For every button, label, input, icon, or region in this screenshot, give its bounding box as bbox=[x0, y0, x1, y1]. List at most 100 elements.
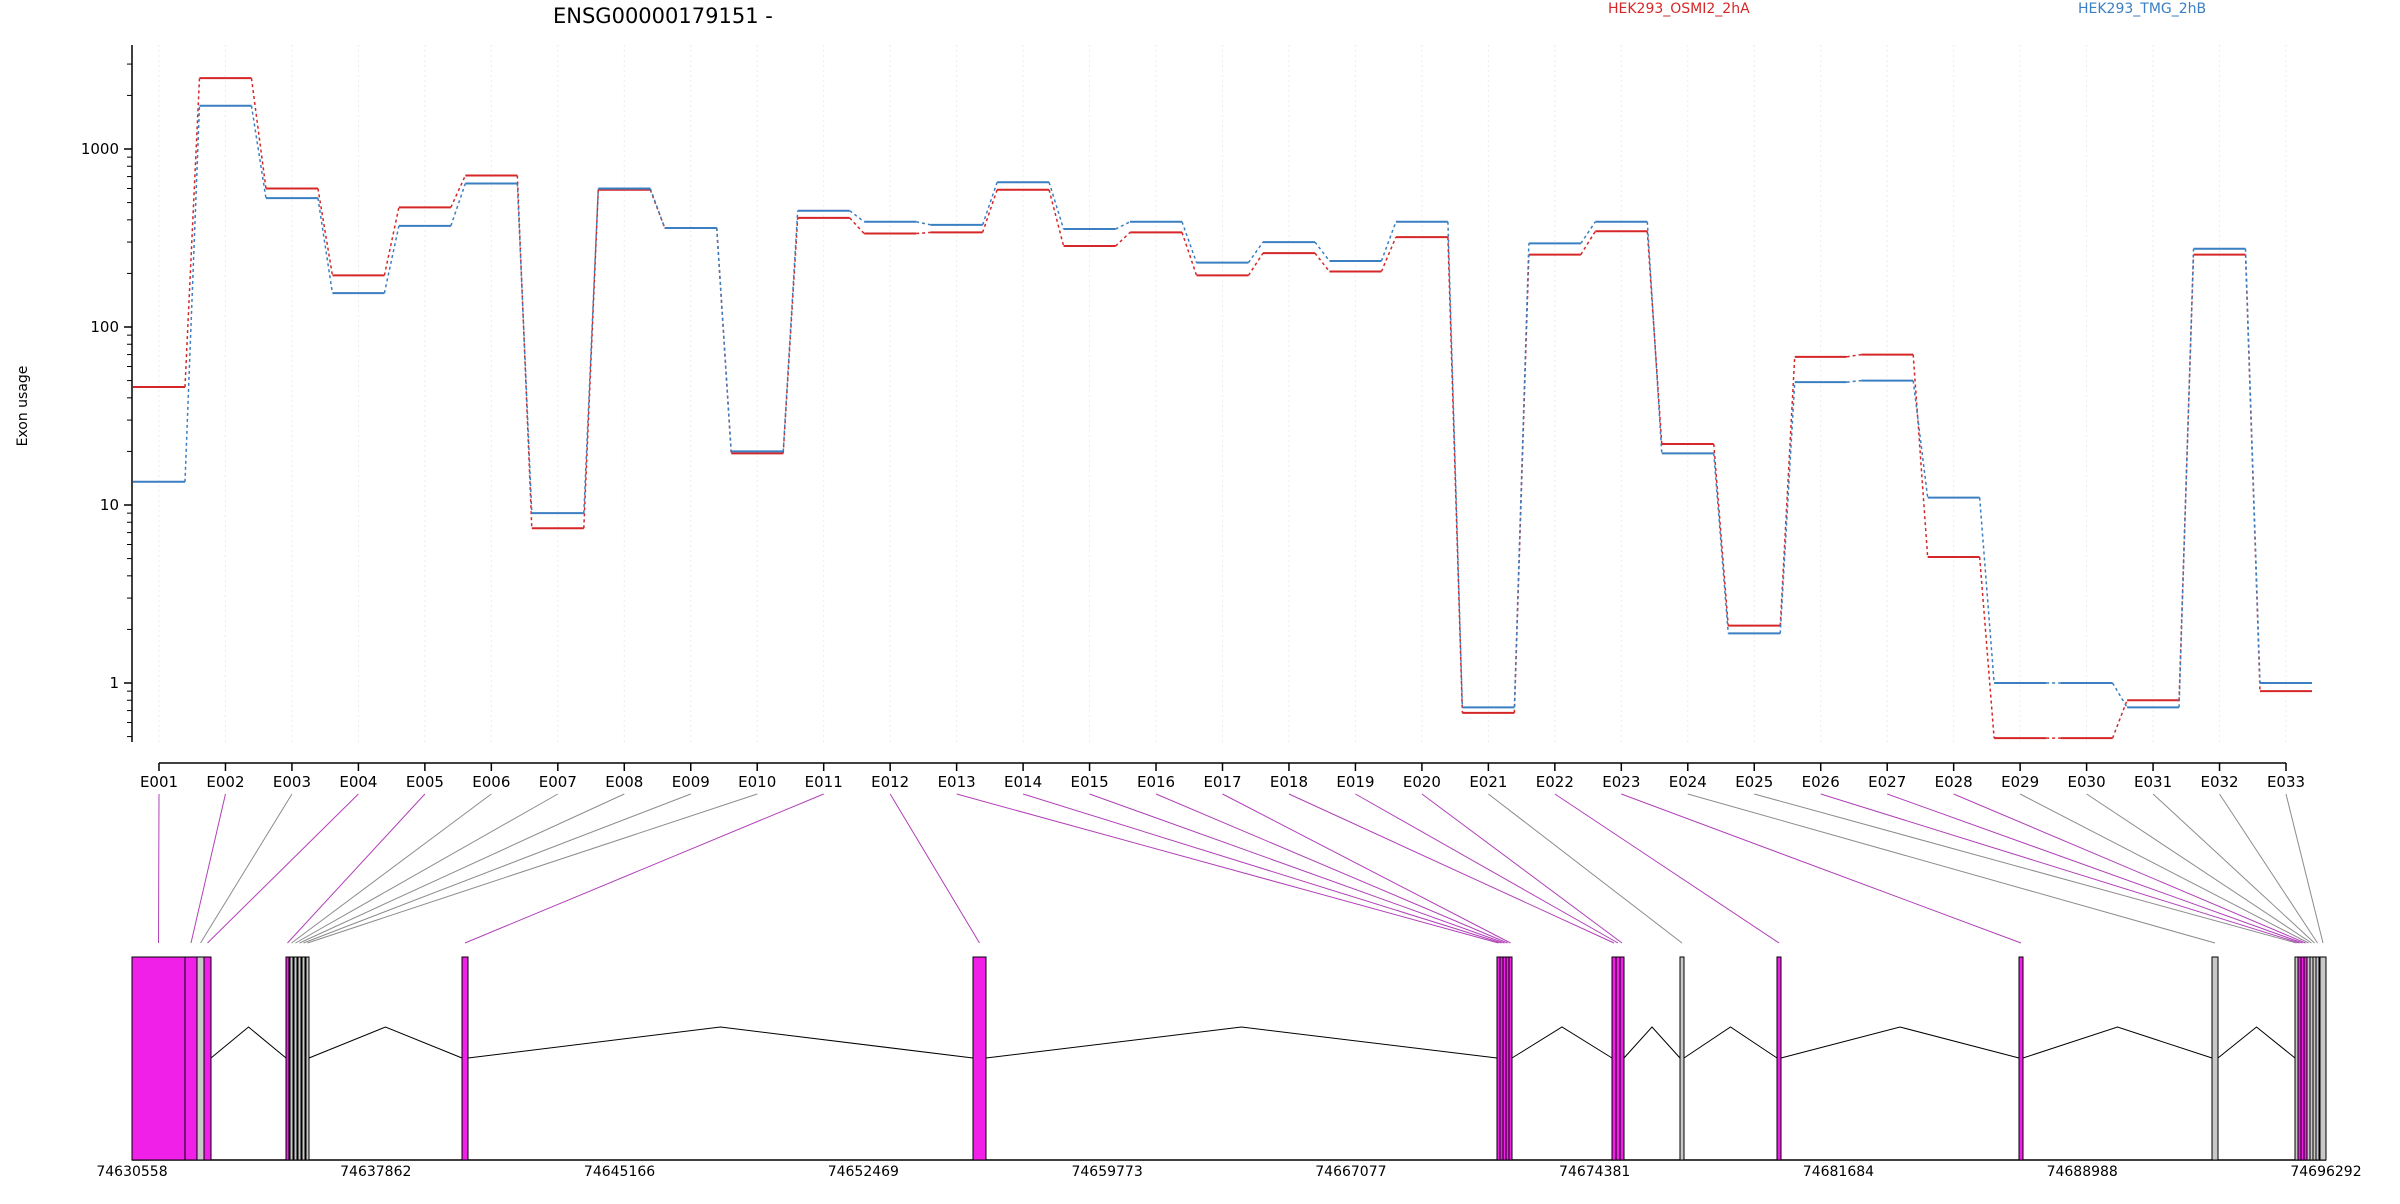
exon-connector bbox=[1754, 793, 2297, 944]
exon-connector bbox=[2152, 793, 2315, 944]
series-connector bbox=[1181, 232, 1198, 276]
coordinate-label: 74667077 bbox=[1315, 1164, 1386, 1180]
exon-connector bbox=[2019, 793, 2309, 944]
series-connector bbox=[1779, 382, 1796, 634]
exon-connector bbox=[2219, 793, 2318, 944]
series-connector bbox=[649, 188, 666, 229]
series-connector bbox=[1646, 221, 1663, 454]
labels: ENSG00000179151 - HEK293_OSMI2_2hA HEK29… bbox=[15, 1, 2362, 1180]
exon-connector bbox=[299, 793, 625, 944]
series-connector bbox=[1912, 354, 1929, 558]
exon-connector bbox=[1687, 793, 2216, 944]
series-connector bbox=[849, 210, 865, 223]
exon-block bbox=[2315, 956, 2320, 1161]
series-connector bbox=[1846, 353, 1862, 358]
grid-layer bbox=[158, 45, 2287, 742]
series-connector bbox=[1048, 182, 1065, 230]
exon-connector bbox=[1155, 793, 1508, 944]
exon-connector bbox=[464, 793, 824, 944]
series-connector bbox=[2111, 699, 2128, 739]
series-connector bbox=[1713, 453, 1729, 634]
exon-block bbox=[196, 956, 205, 1161]
exon-block bbox=[972, 956, 987, 1161]
intron-line bbox=[467, 1026, 974, 1059]
exon-block bbox=[2018, 956, 2024, 1161]
exon-connector bbox=[1022, 793, 1502, 944]
x-tick-label: E025 bbox=[1735, 773, 1773, 791]
x-tick-label: E023 bbox=[1602, 773, 1640, 791]
exon-connector bbox=[158, 793, 160, 944]
y-tick-label: 1000 bbox=[81, 140, 119, 158]
series-connector bbox=[1247, 252, 1264, 276]
x-tick-label: E005 bbox=[406, 773, 444, 791]
x-tick-label: E024 bbox=[1669, 773, 1707, 791]
x-tick-label: E014 bbox=[1004, 773, 1042, 791]
x-tick-label: E030 bbox=[2068, 773, 2106, 791]
intron-line bbox=[1511, 1026, 1613, 1059]
exon-connector bbox=[1621, 793, 2022, 944]
intron-line bbox=[985, 1026, 1498, 1059]
series-layer bbox=[133, 77, 2312, 740]
series-connector bbox=[1580, 230, 1596, 256]
exon-connector bbox=[956, 793, 1499, 944]
gene-model bbox=[131, 956, 2327, 1161]
exon-connector bbox=[207, 793, 359, 944]
x-tick-label: E018 bbox=[1270, 773, 1308, 791]
series-connector bbox=[1247, 241, 1264, 264]
x-tick-label: E020 bbox=[1403, 773, 1441, 791]
axes: 1 10 100 1000 E001 E002 E003 E004 E005 E006 E007 E0… bbox=[81, 45, 2305, 791]
exon-connector bbox=[1089, 793, 1505, 944]
coordinate-label: 74659773 bbox=[1071, 1164, 1142, 1180]
series-connector bbox=[583, 189, 600, 529]
series-connector bbox=[1713, 443, 1729, 626]
series-connector bbox=[450, 183, 467, 227]
series-connector bbox=[1912, 380, 1929, 498]
series-connector bbox=[1447, 221, 1464, 708]
x-tick-label: E010 bbox=[738, 773, 776, 791]
exon-connector bbox=[2285, 793, 2324, 944]
y-tick-label: 1 bbox=[109, 674, 119, 692]
exon-connector bbox=[889, 793, 980, 944]
exon-connector bbox=[1820, 793, 2300, 944]
exon-block bbox=[285, 956, 290, 1161]
x-tick-label: E002 bbox=[206, 773, 244, 791]
series-connector bbox=[1846, 379, 1862, 383]
x-tick-label: E019 bbox=[1336, 773, 1374, 791]
series-connector bbox=[1779, 356, 1796, 626]
x-tick-label: E003 bbox=[273, 773, 311, 791]
exon-block bbox=[203, 956, 212, 1161]
series-connector bbox=[981, 182, 998, 226]
series-connector bbox=[916, 221, 931, 226]
x-tick-label: E009 bbox=[672, 773, 710, 791]
series-connector bbox=[1314, 241, 1331, 262]
exon-block bbox=[1776, 956, 1782, 1161]
x-tick-label: E028 bbox=[1935, 773, 1973, 791]
series-connector bbox=[250, 78, 267, 189]
coordinate-label: 74630558 bbox=[96, 1164, 167, 1180]
series-connector bbox=[1513, 243, 1530, 708]
x-tick-label: E008 bbox=[605, 773, 643, 791]
series-connector bbox=[716, 227, 732, 452]
exon-block bbox=[2319, 956, 2327, 1161]
x-tick-label: E022 bbox=[1536, 773, 1574, 791]
series-connector bbox=[2111, 682, 2128, 708]
exon-connector bbox=[307, 793, 758, 944]
chart-title: ENSG00000179151 - bbox=[553, 4, 773, 28]
exon-block bbox=[131, 956, 186, 1161]
x-tick-label: E032 bbox=[2200, 773, 2238, 791]
exon-block bbox=[293, 956, 298, 1161]
legend-entry-osmi2: HEK293_OSMI2_2hA bbox=[1608, 1, 1750, 17]
exon-connector bbox=[1222, 793, 1511, 944]
exon-connector bbox=[291, 793, 492, 944]
x-tick-label: E029 bbox=[2001, 773, 2039, 791]
series-connector bbox=[916, 231, 931, 235]
exon-connector bbox=[1554, 793, 1780, 944]
x-tick-label: E027 bbox=[1868, 773, 1906, 791]
series-connector bbox=[1181, 221, 1198, 263]
intron-line bbox=[1780, 1026, 2020, 1059]
coordinate-label: 74696292 bbox=[2290, 1164, 2361, 1180]
x-tick-label: E001 bbox=[140, 773, 178, 791]
series-connector bbox=[383, 225, 400, 294]
series-connector bbox=[716, 227, 732, 454]
